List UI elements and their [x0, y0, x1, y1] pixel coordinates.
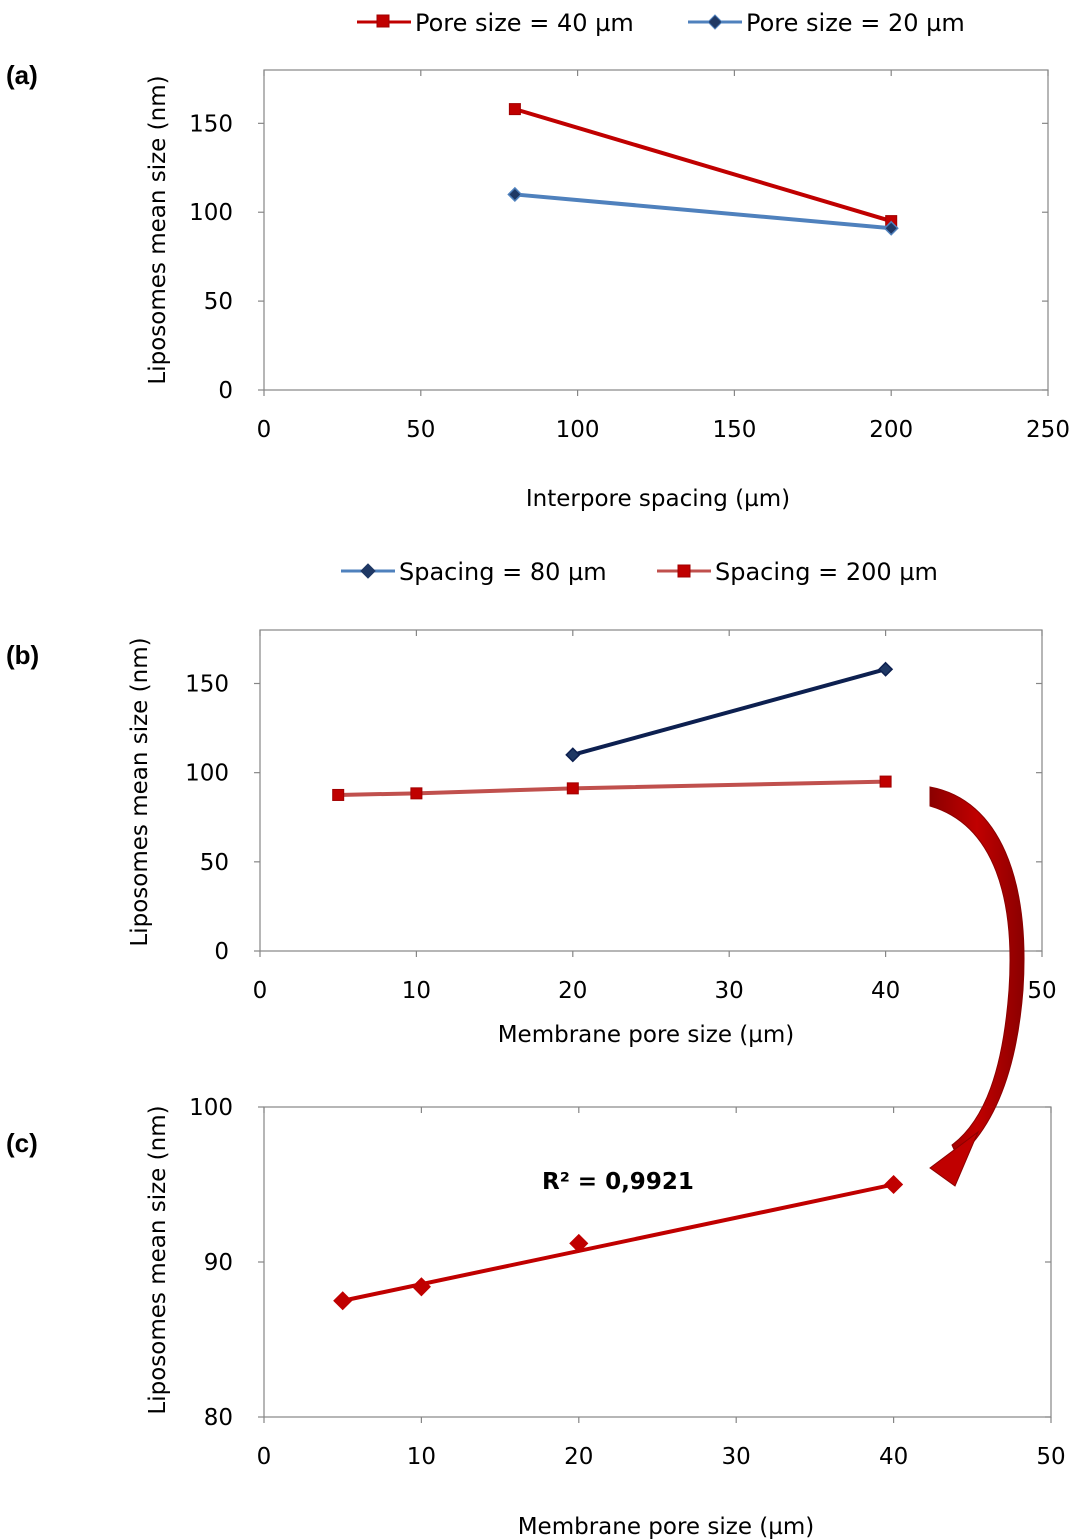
x-tick-label: 100 — [556, 417, 600, 443]
series-line-0 — [514, 107, 892, 224]
x-tick-label: 250 — [1026, 417, 1070, 443]
data-point — [410, 787, 423, 800]
panel-a: (a) Pore size = 40 µm Pore size = 20 µm … — [6, 9, 1070, 512]
panel-b-series — [332, 661, 894, 801]
legend-marker-pore20 — [707, 14, 723, 30]
x-tick-label: 0 — [257, 1444, 272, 1470]
panel-a-label: (a) — [6, 60, 38, 90]
y-tick-label: 100 — [189, 1095, 233, 1121]
data-point — [878, 661, 894, 677]
panel-b-ticks: 0 10 20 30 40 50 0 50 100 150 — [185, 630, 1057, 1004]
series-line-1 — [338, 779, 886, 797]
panel-c-label: (c) — [6, 1128, 38, 1158]
series-line-1 — [514, 192, 892, 231]
panel-b-label: (b) — [6, 640, 39, 670]
data-point — [333, 1291, 353, 1311]
legend-marker-spacing80 — [360, 563, 376, 579]
data-point — [411, 1277, 431, 1297]
panel-a-x-axis-label: Interpore spacing (µm) — [526, 486, 790, 512]
x-tick-label: 200 — [869, 417, 913, 443]
panel-b-x-axis-label: Membrane pore size (µm) — [498, 1022, 795, 1048]
y-tick-label: 100 — [189, 200, 233, 226]
x-tick-label: 10 — [402, 978, 431, 1004]
y-tick-label: 150 — [189, 111, 233, 137]
panel-c-y-axis-label: Liposomes mean size (nm) — [145, 1105, 171, 1414]
data-point — [507, 186, 523, 203]
panel-c-plot-area — [263, 1106, 1052, 1418]
panel-c-x-axis-label: Membrane pore size (µm) — [518, 1514, 815, 1539]
y-tick-label: 90 — [204, 1250, 233, 1276]
y-tick-label: 0 — [218, 378, 233, 404]
data-point — [879, 775, 892, 788]
panel-b-y-axis-label: Liposomes mean size (nm) — [127, 637, 153, 946]
y-tick-label: 150 — [185, 672, 229, 698]
legend-label-pore20: Pore size = 20 µm — [746, 9, 965, 37]
r-squared-annotation: R² = 0,9921 — [542, 1169, 694, 1195]
legend-marker-spacing200 — [677, 564, 691, 578]
panel-a-plot-area — [263, 69, 1049, 391]
x-tick-label: 50 — [406, 417, 435, 443]
panel-b: (b) Spacing = 80 µm Spacing = 200 µm 0 10… — [6, 558, 1057, 1048]
data-point — [883, 220, 899, 236]
x-tick-label: 30 — [722, 1444, 751, 1470]
y-tick-label: 50 — [200, 850, 229, 876]
series-line-0 — [572, 667, 887, 757]
legend-label-pore40: Pore size = 40 µm — [415, 9, 634, 37]
legend-label-spacing200: Spacing = 200 µm — [715, 558, 938, 586]
legend-marker-pore40 — [376, 14, 390, 28]
y-tick-label: 100 — [185, 761, 229, 787]
legend-label-spacing80: Spacing = 80 µm — [399, 558, 607, 586]
panel-a-series — [507, 103, 899, 236]
trendline — [342, 1182, 895, 1303]
data-point — [565, 747, 581, 763]
panel-b-legend: Spacing = 80 µm Spacing = 200 µm — [341, 558, 938, 586]
panel-a-ticks: 0 50 100 150 200 250 0 50 100 150 — [189, 70, 1070, 443]
panel-c-series — [333, 1174, 904, 1311]
data-point — [332, 788, 345, 801]
panel-c: (c) 0 10 20 30 40 50 80 90 100 R² = 0,9921 Membr… — [6, 1095, 1066, 1539]
curved-arrow-head — [929, 1130, 980, 1187]
y-tick-label: 50 — [204, 289, 233, 315]
x-tick-label: 20 — [558, 978, 587, 1004]
curved-arrow-connector — [929, 786, 1025, 1187]
x-tick-label: 10 — [407, 1444, 436, 1470]
data-point — [566, 782, 579, 795]
x-tick-label: 0 — [257, 417, 272, 443]
panel-a-y-axis-label: Liposomes mean size (nm) — [145, 75, 171, 384]
x-tick-label: 50 — [1027, 978, 1056, 1004]
x-tick-label: 150 — [712, 417, 756, 443]
data-point — [569, 1233, 589, 1253]
x-tick-label: 40 — [879, 1444, 908, 1470]
panel-b-plot-area — [259, 629, 1043, 952]
data-point — [884, 1174, 904, 1195]
x-tick-label: 30 — [715, 978, 744, 1004]
y-tick-label: 80 — [204, 1405, 233, 1431]
x-tick-label: 20 — [564, 1444, 593, 1470]
panel-a-legend: Pore size = 40 µm Pore size = 20 µm — [357, 9, 965, 37]
x-tick-label: 40 — [871, 978, 900, 1004]
panel-c-ticks: 0 10 20 30 40 50 80 90 100 — [189, 1095, 1066, 1470]
data-point — [508, 103, 521, 116]
x-tick-label: 0 — [253, 978, 268, 1004]
x-tick-label: 50 — [1036, 1444, 1065, 1470]
y-tick-label: 0 — [214, 939, 229, 965]
